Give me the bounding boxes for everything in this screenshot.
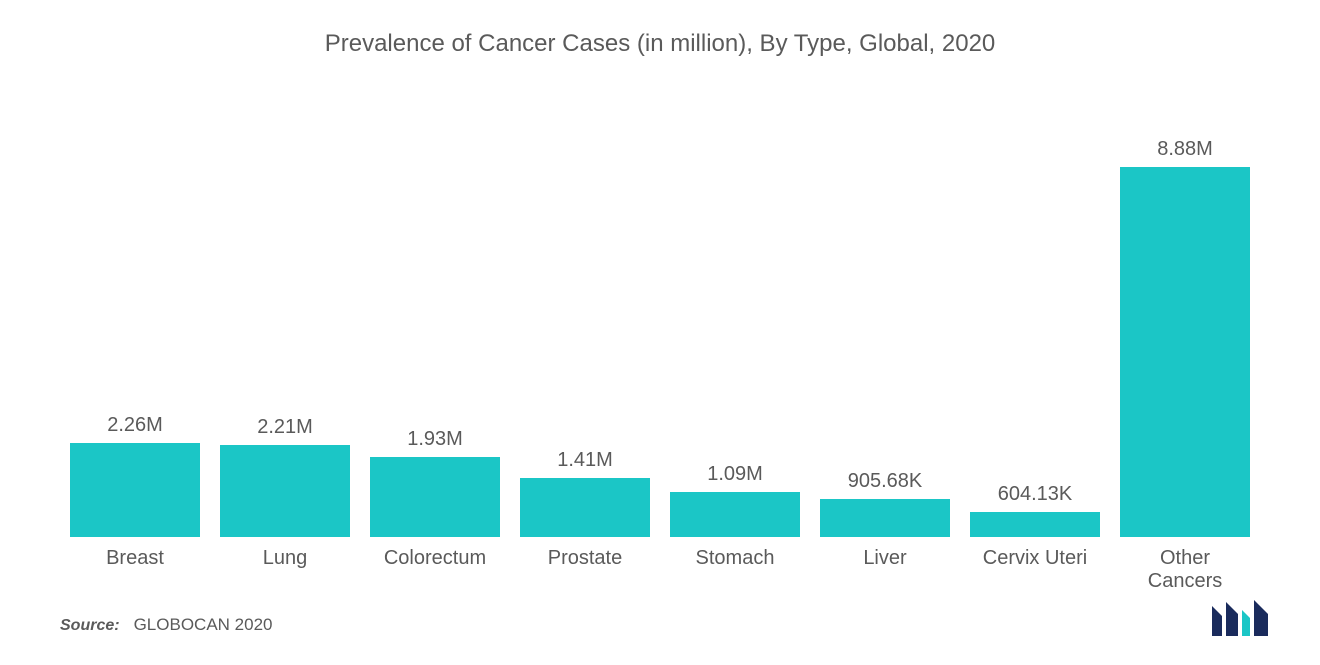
bar bbox=[820, 499, 950, 537]
bar bbox=[220, 445, 350, 537]
bar-category-label: Other Cancers bbox=[1120, 547, 1250, 595]
bar-category-label: Lung bbox=[263, 547, 308, 595]
bar-group: 1.93M Colorectum bbox=[370, 88, 500, 595]
bar-group: 905.68K Liver bbox=[820, 88, 950, 595]
bar-category-label: Stomach bbox=[696, 547, 775, 595]
bar bbox=[970, 512, 1100, 537]
bar-category-label: Colorectum bbox=[384, 547, 486, 595]
bar-value-label: 8.88M bbox=[1157, 138, 1213, 161]
bar-group: 2.21M Lung bbox=[220, 88, 350, 595]
bar bbox=[520, 478, 650, 537]
bar-value-label: 604.13K bbox=[998, 483, 1073, 506]
bar-group: 604.13K Cervix Uteri bbox=[970, 88, 1100, 595]
brand-logo bbox=[1210, 598, 1280, 643]
bar bbox=[670, 492, 800, 537]
bar-value-label: 2.21M bbox=[257, 416, 313, 439]
bar-value-label: 1.41M bbox=[557, 449, 613, 472]
source-text: GLOBOCAN 2020 bbox=[134, 615, 273, 635]
bar-value-label: 1.93M bbox=[407, 428, 463, 451]
bar bbox=[70, 443, 200, 537]
bar-group: 1.41M Prostate bbox=[520, 88, 650, 595]
chart-container: Prevalence of Cancer Cases (in million),… bbox=[0, 0, 1320, 665]
bar-category-label: Prostate bbox=[548, 547, 622, 595]
source-footer: Source: GLOBOCAN 2020 bbox=[60, 615, 272, 635]
bar-category-label: Cervix Uteri bbox=[983, 547, 1087, 595]
bar-value-label: 2.26M bbox=[107, 414, 163, 437]
bar-category-label: Breast bbox=[106, 547, 164, 595]
bar-group: 8.88M Other Cancers bbox=[1120, 88, 1250, 595]
bar bbox=[1120, 167, 1250, 537]
source-label: Source: bbox=[60, 617, 120, 635]
bar-group: 1.09M Stomach bbox=[670, 88, 800, 595]
bar-group: 2.26M Breast bbox=[70, 88, 200, 595]
chart-title: Prevalence of Cancer Cases (in million),… bbox=[60, 30, 1260, 58]
plot-area: 2.26M Breast 2.21M Lung 1.93M Colorectum 1.41M… bbox=[60, 88, 1260, 595]
bar-value-label: 1.09M bbox=[707, 463, 763, 486]
bar-value-label: 905.68K bbox=[848, 470, 923, 493]
bar-category-label: Liver bbox=[863, 547, 906, 595]
bar bbox=[370, 457, 500, 537]
